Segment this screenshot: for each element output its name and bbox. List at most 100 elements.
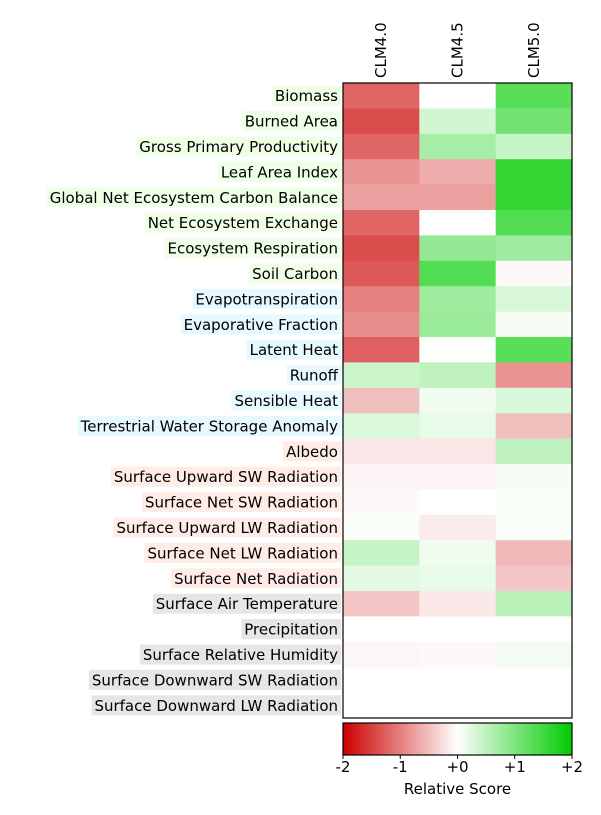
- heatmap-cell: [495, 514, 573, 541]
- row-label: Evapotranspiration: [195, 290, 338, 308]
- colorbar-tick-label: -1: [393, 758, 408, 776]
- heatmap-cell: [343, 337, 420, 363]
- heatmap-cell: [343, 184, 420, 211]
- heatmap-cell: [495, 413, 573, 440]
- heatmap-cell: [343, 362, 420, 389]
- row-label-background: [231, 390, 341, 411]
- row-label-background: [192, 288, 341, 309]
- heatmap-cell: [343, 311, 420, 338]
- row-labels: Biomass Burned Area Gross Primary Producti…: [50, 87, 339, 715]
- heatmap-cell: [419, 235, 497, 262]
- heatmap-cell: [419, 337, 497, 363]
- heatmap-cell: [495, 489, 573, 516]
- heatmap-cell: [495, 591, 573, 617]
- heatmap-cell: [419, 565, 497, 592]
- row-label-background: [91, 695, 341, 716]
- colorbar-tick-label: +1: [504, 758, 526, 776]
- row-label-background: [286, 365, 341, 386]
- row-label: Surface Air Temperature: [156, 595, 338, 613]
- heatmap-cell: [419, 286, 497, 313]
- heatmap-cell: [419, 387, 497, 414]
- heatmap-cell: [495, 133, 573, 160]
- heatmap-cell: [343, 489, 420, 516]
- colorbar: -2 -1 +0 +1 +2 Relative Score: [336, 722, 583, 798]
- heatmap-cell: [419, 540, 497, 567]
- heatmap-cell: [343, 540, 420, 567]
- heatmap-cell: [495, 337, 573, 363]
- row-label-background: [110, 466, 341, 487]
- heatmap-cell: [343, 133, 420, 160]
- row-label-background: [246, 339, 341, 360]
- row-label: Surface Net LW Radiation: [148, 544, 339, 562]
- row-label: Runoff: [290, 367, 339, 385]
- heatmap-cell: [495, 464, 573, 490]
- heatmap-cell: [343, 591, 420, 617]
- heatmap-frame: [342, 82, 573, 719]
- heatmap-cell: [419, 641, 497, 668]
- heatmap-cell: [419, 159, 497, 186]
- row-label-background: [171, 568, 341, 589]
- heatmap-cell: [419, 362, 497, 389]
- heatmap-cell: [495, 565, 573, 592]
- heatmap-cell: [495, 235, 573, 262]
- heatmap-cell: [419, 616, 497, 643]
- row-label: Surface Downward SW Radiation: [92, 671, 338, 689]
- heatmap-cell: [419, 438, 497, 465]
- row-label: Terrestrial Water Storage Anomaly: [80, 417, 338, 435]
- heatmap-cell: [343, 83, 420, 109]
- heatmap-cell: [495, 159, 573, 186]
- row-label-background: [164, 238, 341, 259]
- row-label: Surface Net SW Radiation: [145, 494, 338, 512]
- heatmap-cell: [343, 235, 420, 262]
- row-label-background: [241, 619, 341, 640]
- heatmap-cell: [495, 362, 573, 389]
- column-label: CLM4.5: [449, 22, 467, 78]
- column-label: CLM4.0: [372, 22, 390, 78]
- colorbar-tick-label: -2: [336, 758, 351, 776]
- column-label: CLM5.0: [525, 22, 543, 78]
- heatmap-cell: [419, 210, 497, 236]
- row-label: Evaporative Fraction: [184, 316, 338, 334]
- heatmap-cell: [419, 514, 497, 541]
- heatmap-cell: [419, 83, 497, 109]
- heatmap-cell: [495, 311, 573, 338]
- row-label-background: [144, 542, 341, 563]
- row-label: Ecosystem Respiration: [168, 240, 338, 258]
- heatmap-cell: [419, 184, 497, 211]
- row-label-background: [141, 492, 341, 513]
- row-label: Precipitation: [244, 621, 338, 639]
- row-label-background: [46, 187, 341, 208]
- row-label: Burned Area: [245, 113, 338, 131]
- heatmap-cell: [419, 591, 497, 617]
- colorbar-tick-label: +0: [446, 758, 468, 776]
- heatmap-cell: [495, 184, 573, 211]
- heatmap-cell: [495, 210, 573, 236]
- heatmap-cell: [419, 133, 497, 160]
- heatmap-cell: [495, 616, 573, 643]
- row-label-background: [180, 314, 341, 335]
- heatmap-cell: [419, 260, 497, 287]
- heatmap-cell: [343, 159, 420, 186]
- row-label-background: [271, 85, 341, 106]
- row-label-background: [152, 593, 341, 614]
- row-label: Latent Heat: [250, 341, 339, 359]
- row-label: Surface Net Radiation: [174, 570, 338, 588]
- heatmap-cell: [343, 464, 420, 490]
- row-label: Surface Upward SW Radiation: [114, 468, 338, 486]
- row-label-background: [249, 263, 341, 284]
- heatmap-cell: [343, 514, 420, 541]
- heatmap-cell: [495, 83, 573, 109]
- colorbar-label: Relative Score: [404, 780, 511, 798]
- heatmap-cells: [343, 83, 573, 668]
- heatmap-cell: [419, 413, 497, 440]
- heatmap-cell: [343, 387, 420, 414]
- row-label-background: [144, 212, 341, 233]
- row-label-background: [77, 415, 341, 436]
- row-label-background: [139, 644, 341, 665]
- row-label: Surface Upward LW Radiation: [116, 519, 338, 537]
- row-label-background: [113, 517, 341, 538]
- row-label: Soil Carbon: [252, 265, 338, 283]
- heatmap-cell: [495, 260, 573, 287]
- row-label-background: [283, 441, 341, 462]
